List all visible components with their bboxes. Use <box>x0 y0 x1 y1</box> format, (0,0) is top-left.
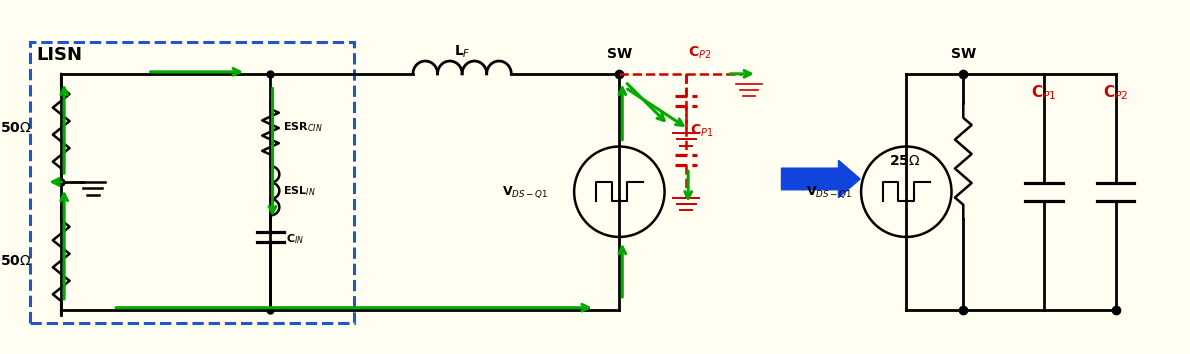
Text: L$_F$: L$_F$ <box>453 44 470 60</box>
Text: C$_{P1}$: C$_{P1}$ <box>1031 84 1057 102</box>
Text: ESR$_{CIN}$: ESR$_{CIN}$ <box>283 120 322 134</box>
Text: 25$\Omega$: 25$\Omega$ <box>889 154 920 168</box>
Text: V$_{DS-Q1}$: V$_{DS-Q1}$ <box>806 184 852 200</box>
Text: C$_{P2}$: C$_{P2}$ <box>1103 84 1128 102</box>
Text: 50$\Omega$: 50$\Omega$ <box>0 121 32 135</box>
Text: C$_{IN}$: C$_{IN}$ <box>287 232 305 246</box>
Text: 50$\Omega$: 50$\Omega$ <box>0 253 32 268</box>
Text: C$_{P1}$: C$_{P1}$ <box>690 122 714 139</box>
Text: LISN: LISN <box>37 46 82 64</box>
Text: V$_{DS-Q1}$: V$_{DS-Q1}$ <box>502 184 549 200</box>
Text: SW: SW <box>951 47 976 61</box>
Text: ESL$_{IN}$: ESL$_{IN}$ <box>283 184 317 198</box>
Text: SW: SW <box>607 47 632 61</box>
FancyArrow shape <box>782 160 860 198</box>
Text: C$_{P2}$: C$_{P2}$ <box>688 45 712 61</box>
